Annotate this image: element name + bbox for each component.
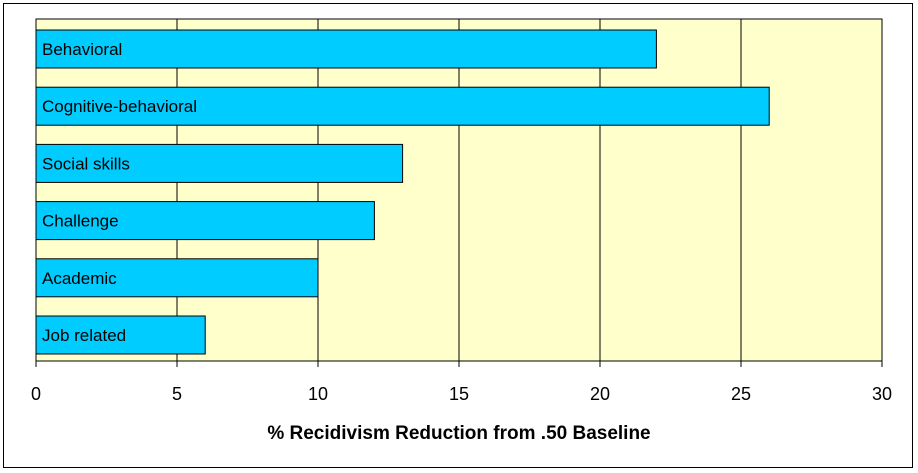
bar (35, 258, 319, 298)
bar-label: Job related (42, 326, 126, 345)
x-tick-label: 10 (308, 384, 328, 404)
x-tick-labels: 0 5 10 15 20 25 30 (31, 384, 892, 404)
bar (35, 86, 770, 126)
bar (35, 29, 657, 69)
bar (35, 201, 375, 241)
gridlines (35, 19, 883, 367)
bars: Behavioral Cognitive-behavioral Social ski… (35, 29, 770, 355)
x-axis-title: % Recidivism Reduction from .50 Baseline (267, 423, 650, 444)
bar-label: Challenge (42, 212, 119, 231)
x-tick-label: 20 (590, 384, 610, 404)
x-tick-label: 0 (31, 384, 41, 404)
bar (35, 143, 404, 183)
x-tick-label: 5 (172, 384, 182, 404)
x-tick-label: 30 (872, 384, 892, 404)
x-tick-label: 25 (731, 384, 751, 404)
bar-label: Academic (42, 269, 117, 288)
bar (35, 315, 206, 355)
bar-label: Behavioral (42, 40, 122, 59)
bar-label: Cognitive-behavioral (42, 97, 197, 116)
x-tick-label: 15 (449, 384, 469, 404)
bar-label: Social skills (42, 154, 130, 173)
